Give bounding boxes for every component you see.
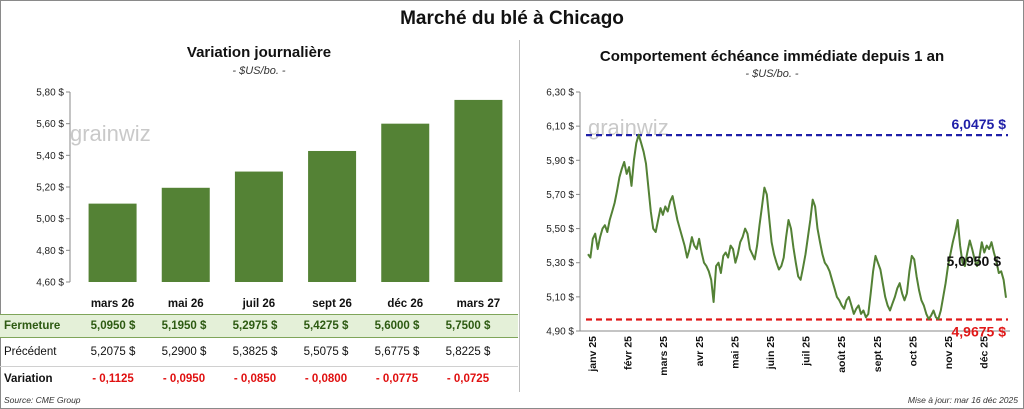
right-panel-subtitle: - $US/bo. - <box>745 68 799 80</box>
update-note: Mise à jour: mar 16 déc 2025 <box>907 395 1018 405</box>
x-tick-label: nov 25 <box>943 336 955 369</box>
close-cell: 5,4275 $ <box>303 320 349 332</box>
x-tick-label: mai 26 <box>168 298 204 310</box>
y-tick-label: 5,20 $ <box>36 183 64 194</box>
last-value-label: 5,0950 $ <box>947 253 1002 269</box>
bar <box>161 187 210 282</box>
close-cell: 5,7500 $ <box>445 320 491 332</box>
previous-row: Précédent 5,2075 $ 5,2900 $ 5,3825 $ 5,5… <box>0 340 518 364</box>
source-note: Source: CME Group <box>4 395 81 405</box>
variation-cell: - 0,0950 <box>162 372 206 385</box>
x-tick-label: mai 25 <box>729 336 741 369</box>
previous-cell: 5,8225 $ <box>445 346 491 358</box>
high-value-label: 6,0475 $ <box>952 116 1007 132</box>
y-tick-label: 5,00 $ <box>36 214 64 225</box>
x-tick-label: sept 25 <box>872 336 884 372</box>
close-cell: 5,1950 $ <box>161 320 207 332</box>
close-row: Fermeture 5,0950 $ 5,1950 $ 5,2975 $ 5,4… <box>0 314 518 338</box>
y-tick-label: 5,10 $ <box>546 292 574 303</box>
main-title: Marché du blé à Chicago <box>400 8 624 29</box>
variation-cell: - 0,0800 <box>304 372 348 385</box>
previous-row-label: Précédent <box>4 346 57 358</box>
x-tick-label: sept 26 <box>312 298 352 310</box>
line-chart: grainwiz 4,90 $ 5,10 $ 5,30 $ 5,50 $ 5,70 $ 5… <box>546 88 1010 376</box>
y-tick-label: 6,10 $ <box>546 122 574 133</box>
y-tick-label: 5,40 $ <box>36 151 64 162</box>
close-cell: 5,6000 $ <box>374 320 420 332</box>
x-tick-label: juil 25 <box>801 336 813 367</box>
bar <box>454 99 503 283</box>
x-tick-label: févr 25 <box>623 336 635 370</box>
y-tick-label: 5,50 $ <box>546 224 574 235</box>
variation-cell: - 0,0725 <box>446 372 490 385</box>
bar-chart: grainwiz 4,60 $ 4,80 $ 5,00 $ 5,20 $ 5,40 $ 5… <box>36 88 503 310</box>
x-tick-label: mars 25 <box>658 336 670 376</box>
bar <box>308 150 357 282</box>
left-panel-title: Variation journalière <box>186 44 332 61</box>
y-tick-label: 5,90 $ <box>546 156 574 167</box>
right-panel-title: Comportement échéance immédiate depuis 1… <box>599 48 945 65</box>
previous-cell: 5,2900 $ <box>161 346 207 358</box>
y-tick-label: 5,60 $ <box>36 119 64 130</box>
watermark-logo: grainwiz <box>588 115 669 140</box>
x-tick-label: déc 26 <box>387 298 423 310</box>
series-line <box>587 133 1007 321</box>
close-cell: 5,0950 $ <box>90 320 136 332</box>
variation-cell: - 0,1125 <box>92 372 134 385</box>
y-tick-label: 5,30 $ <box>546 258 574 269</box>
x-tick-label: août 25 <box>836 336 848 373</box>
x-tick-label: avr 25 <box>694 336 706 367</box>
left-panel-subtitle: - $US/bo. - <box>232 65 286 77</box>
previous-cell: 5,6775 $ <box>374 346 420 358</box>
x-tick-label: janv 25 <box>587 336 599 373</box>
y-tick-label: 5,80 $ <box>36 88 64 99</box>
x-tick-label: mars 27 <box>457 298 500 310</box>
x-tick-label: juin 25 <box>765 336 777 370</box>
panel-divider <box>519 40 520 392</box>
x-tick-label: oct 25 <box>907 336 919 367</box>
y-tick-label: 4,90 $ <box>546 327 574 338</box>
bar <box>88 203 137 282</box>
previous-cell: 5,2075 $ <box>90 346 136 358</box>
x-tick-label: déc 25 <box>979 336 991 369</box>
previous-cell: 5,5075 $ <box>303 346 349 358</box>
low-value-label: 4,9675 $ <box>952 323 1007 339</box>
y-tick-label: 4,60 $ <box>36 278 64 289</box>
variation-cell: - 0,0775 <box>375 372 419 385</box>
y-tick-label: 5,70 $ <box>546 190 574 201</box>
x-tick-label: mars 26 <box>91 298 134 310</box>
variation-cell: - 0,0850 <box>233 372 277 385</box>
previous-cell: 5,3825 $ <box>232 346 278 358</box>
y-tick-label: 4,80 $ <box>36 246 64 257</box>
bar <box>381 123 430 282</box>
variation-row-label: Variation <box>4 372 53 385</box>
bar <box>234 171 283 282</box>
close-row-label: Fermeture <box>4 320 61 332</box>
y-tick-label: 6,30 $ <box>546 88 574 99</box>
variation-row: Variation - 0,1125 - 0,0950 - 0,0850 - 0… <box>0 366 518 390</box>
x-tick-label: juil 26 <box>242 298 276 310</box>
watermark-logo: grainwiz <box>70 121 151 146</box>
close-cell: 5,2975 $ <box>232 320 278 332</box>
